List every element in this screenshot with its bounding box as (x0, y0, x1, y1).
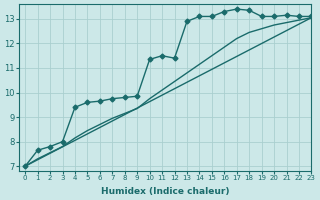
X-axis label: Humidex (Indice chaleur): Humidex (Indice chaleur) (101, 187, 229, 196)
